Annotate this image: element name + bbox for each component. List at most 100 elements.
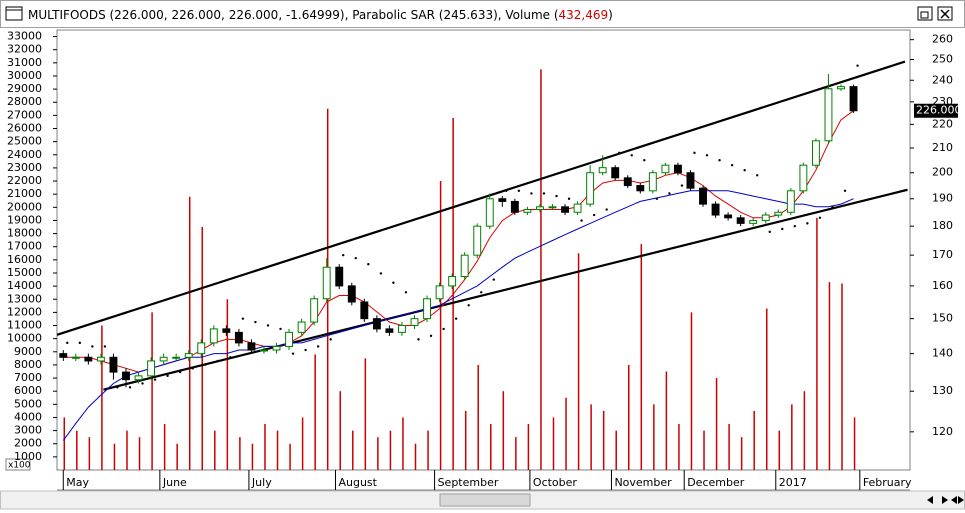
candle-body [473,225,482,256]
candle-body [310,298,319,323]
sar-dot [480,291,483,294]
candle-body [623,177,632,187]
candle-body [272,345,281,351]
window-icon [5,6,23,21]
y-tick-label: 33000 [7,30,42,43]
sar-dot [718,159,721,162]
restore-button[interactable] [917,6,933,21]
moving-average [63,110,854,373]
x-tick-label: October [533,476,577,489]
sar-dot [166,374,169,378]
sar-dot [354,256,357,260]
plot-frame [56,29,911,471]
sar-dot [831,205,834,209]
sar-dot [178,370,182,374]
y-tick-label: 22000 [7,174,42,187]
candle-body [71,356,80,359]
candle-body [410,318,419,326]
candle-body [811,140,820,166]
y2-tick-label: 140 [932,347,953,360]
x-tick-label: July [251,476,272,489]
x-tick-label: May [66,476,89,489]
candle-body [209,328,218,344]
sar-dot [856,64,859,67]
candle-body [247,342,256,351]
close-icon[interactable] [940,9,950,19]
sar-dot [254,320,257,324]
x-tick-label: August [338,476,377,489]
sar-dot [818,216,822,219]
candle-body [535,206,544,211]
candle-body [724,214,733,219]
candle-body [122,371,130,381]
x-tick-label: 2017 [779,476,807,489]
sar-dot [404,291,408,294]
x-tick-label: September [438,476,499,489]
candle-body [711,203,720,216]
moving-average [62,190,854,441]
scroll-left[interactable] [927,496,933,504]
sar-dot [555,194,558,198]
sar-dot [655,197,659,200]
candle-body [448,275,457,287]
y-tick-label: 23000 [7,161,42,174]
sar-dot [153,378,157,381]
sar-dot [705,154,709,157]
y-tick-label: 8000 [14,358,42,371]
sar-dot [755,174,759,177]
scroll-thumb[interactable] [439,493,531,507]
last-price-label: 226.000 [916,104,962,117]
candle-body [510,200,519,213]
volume-multiplier: x100 [8,461,31,471]
y-tick-label: 28000 [7,95,42,108]
candle-body [360,301,369,320]
sar-dot [542,192,546,195]
sar-dot [580,219,583,222]
y-tick-label: 20000 [7,200,42,213]
sar-dot [329,338,332,341]
candle-body [849,86,858,112]
chart-title: MULTIFOODS (226.000, 226.000, 226.000, -… [28,8,613,22]
y-tick-label: 26000 [7,122,42,135]
candle-body [661,164,670,174]
candle-body [673,164,682,174]
sar-dot [730,163,734,167]
y-tick-label: 16000 [7,253,42,266]
sar-dot [429,334,433,338]
candle-body [573,203,582,213]
y2-tick-label: 250 [932,53,953,66]
y-tick-label: 4000 [14,410,42,423]
candle-body [109,356,118,373]
candle-body [837,86,845,90]
candle-body [749,220,758,224]
close-button[interactable] [937,6,953,21]
candle-body [172,356,181,359]
restore-icon[interactable] [920,11,929,19]
title-bar [0,0,965,28]
candle-body [335,266,344,287]
zoom-left[interactable] [951,496,957,504]
y-tick-label: 6000 [14,384,42,397]
y-tick-label: 1000 [14,450,42,463]
last-price-tag [914,103,958,118]
sar-dot [530,192,533,195]
y2-tick-label: 160 [932,279,953,292]
sar-dot [630,154,633,157]
y2-tick-label: 150 [932,312,953,325]
y-tick-label: 2000 [14,437,42,450]
sar-dot [204,363,207,366]
candle-body [96,356,105,362]
scroll-right[interactable] [942,496,948,504]
candle-body [322,266,331,300]
sar-dot [266,324,270,327]
y-tick-label: 17000 [7,240,42,253]
candle-body [686,172,695,189]
y-tick-label: 5000 [14,397,42,410]
y2-tick-label: 260 [932,33,953,46]
y-tick-label: 9000 [14,345,42,358]
plot-area [57,60,908,470]
zoom-right[interactable] [958,496,964,504]
sar-dot [379,272,383,275]
